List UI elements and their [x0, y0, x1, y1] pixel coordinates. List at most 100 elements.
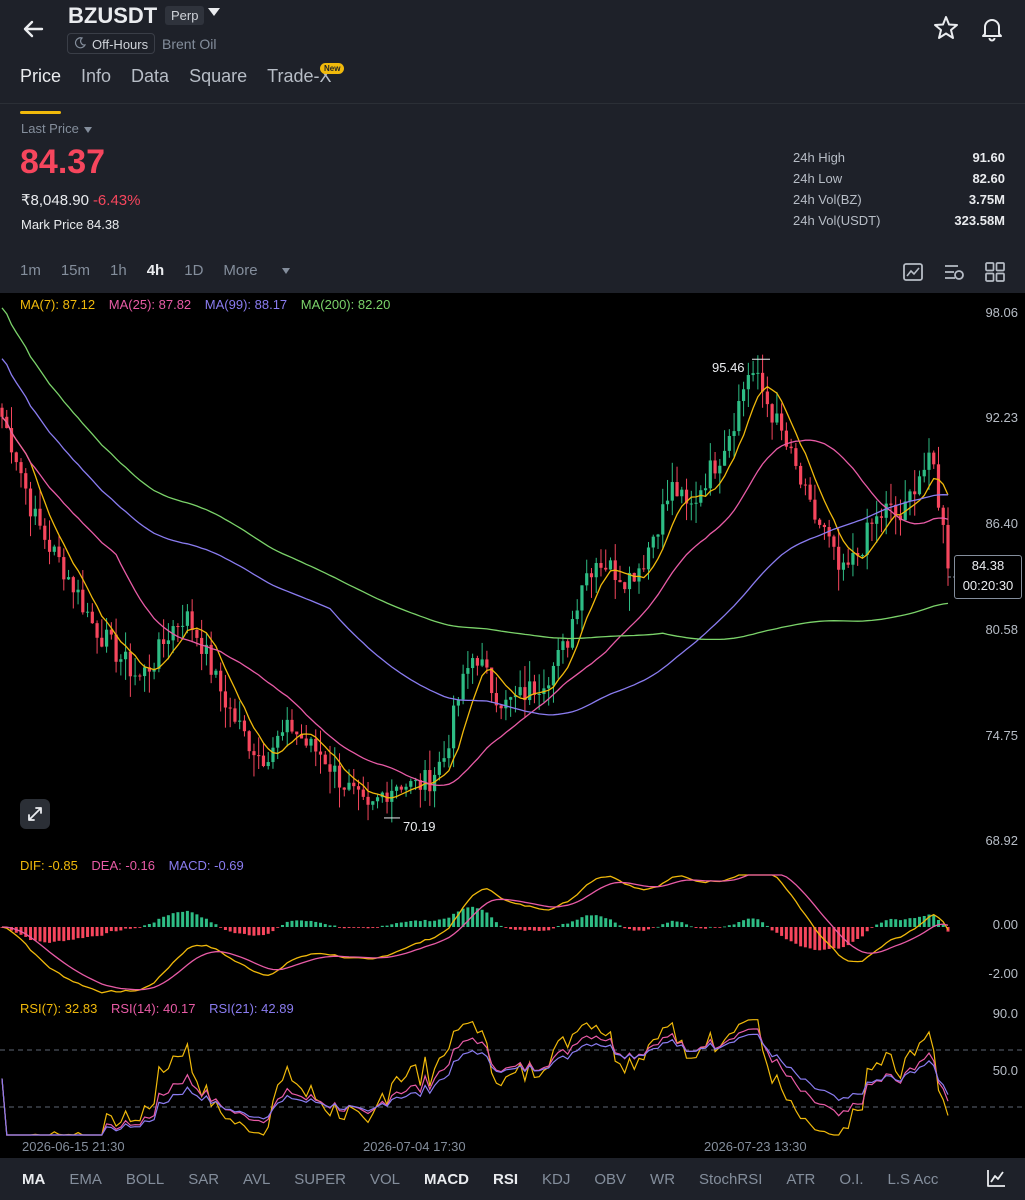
candle-body — [352, 782, 356, 787]
candle-body — [713, 460, 717, 474]
tab-square[interactable]: Square — [189, 66, 248, 86]
macd-bar — [784, 927, 788, 940]
macd-bar — [732, 924, 736, 927]
macd-bar — [746, 918, 750, 927]
candle-body — [447, 748, 451, 759]
macd-bar — [385, 925, 389, 927]
indicator-avl[interactable]: AVL — [243, 1170, 271, 1188]
tab-data[interactable]: Data — [131, 66, 170, 86]
back-arrow-icon[interactable] — [18, 14, 48, 44]
macd-bar — [618, 925, 622, 927]
expand-icon — [28, 807, 42, 821]
indicator-vol[interactable]: VOL — [369, 1170, 400, 1188]
macd-bar — [627, 927, 631, 930]
timeframe-1d[interactable]: 1D — [184, 262, 204, 279]
tab-trade-x[interactable]: Trade-X — [267, 66, 332, 86]
macd-bar — [390, 924, 394, 927]
symbol-dropdown-icon[interactable] — [208, 8, 220, 16]
timeframe-4h[interactable]: 4h — [146, 262, 165, 279]
macd-bar — [171, 913, 175, 927]
indicator-ma[interactable]: MA — [22, 1170, 46, 1188]
tab-info[interactable]: Info — [81, 66, 112, 86]
layout-grid-icon[interactable] — [984, 261, 1006, 283]
price-inr-line: ₹8,048.90 -6.43% — [21, 191, 140, 209]
indicator-oi[interactable]: O.I. — [839, 1170, 864, 1188]
macd-bar — [114, 927, 118, 932]
candle-body — [813, 499, 817, 520]
candle-body — [794, 448, 798, 466]
macd-bar — [623, 927, 627, 929]
candle-body — [157, 639, 161, 669]
candle-body — [247, 731, 251, 752]
macd-bar — [48, 927, 52, 943]
indicator-stochrsi[interactable]: StochRSI — [699, 1170, 763, 1188]
macd-bar — [219, 927, 223, 928]
macd-bar — [238, 927, 242, 934]
timeframe-15m[interactable]: 15m — [60, 262, 91, 279]
candle-body — [832, 536, 836, 547]
indicator-super[interactable]: SUPER — [294, 1170, 346, 1188]
timeframe-more[interactable]: More — [223, 262, 309, 279]
candle-body — [38, 508, 42, 526]
candle-body — [214, 670, 218, 675]
candle-body — [361, 789, 365, 797]
candle-body — [461, 673, 465, 700]
macd-bar — [604, 918, 608, 927]
chart-settings-icon[interactable] — [943, 261, 965, 283]
indicator-wr[interactable]: WR — [650, 1170, 676, 1188]
last-price-selector[interactable]: Last Price — [21, 121, 92, 136]
indicator-obv[interactable]: OBV — [594, 1170, 627, 1188]
ma25-line — [1, 416, 949, 787]
macd-bar — [342, 927, 346, 929]
dif-line — [1, 874, 949, 994]
indicator-ema[interactable]: EMA — [69, 1170, 102, 1188]
macd-bar — [242, 927, 246, 934]
timeframe-1m[interactable]: 1m — [20, 262, 41, 279]
macd-bar — [580, 917, 584, 927]
chart-picture-icon[interactable] — [902, 261, 924, 283]
indicator-macd[interactable]: MACD — [424, 1170, 469, 1188]
candle-body — [618, 580, 622, 583]
indicator-boll[interactable]: BOLL — [125, 1170, 165, 1188]
symbol-title[interactable]: BZUSDT — [68, 3, 158, 28]
candle-body — [394, 786, 399, 791]
price-axis-tick: 74.75 — [985, 728, 1018, 743]
macd-bar — [941, 924, 945, 927]
indicator-kdj[interactable]: KDJ — [542, 1170, 571, 1188]
macd-bar — [642, 927, 646, 931]
candle-body — [490, 667, 494, 694]
macd-bar — [266, 927, 270, 934]
macd-bar — [166, 915, 170, 927]
ma-legend: MA(7): 87.12 MA(25): 87.82 MA(99): 88.17… — [20, 297, 400, 312]
bell-icon[interactable] — [978, 14, 1006, 42]
macd-bar — [333, 925, 337, 927]
timeframe-1h[interactable]: 1h — [110, 262, 127, 279]
expand-chart-button[interactable] — [20, 799, 50, 829]
tab-price[interactable]: Price — [20, 66, 62, 114]
candle-body — [789, 446, 793, 449]
candle-body — [599, 563, 603, 568]
ma200-line — [1, 307, 949, 641]
candle-body — [128, 651, 132, 677]
indicator-ls-acc[interactable]: L.S Acc — [887, 1170, 939, 1188]
indicator-atr[interactable]: ATR — [786, 1170, 816, 1188]
indicator-rsi[interactable]: RSI — [493, 1170, 519, 1188]
macd-bar — [756, 919, 760, 927]
macd-bar — [133, 927, 137, 929]
macd-bar — [765, 925, 769, 927]
moon-icon — [74, 37, 86, 49]
macd-bar — [380, 925, 384, 927]
macd-bar — [561, 923, 565, 927]
macd-bar — [409, 920, 413, 927]
indicator-chart-icon[interactable] — [985, 1167, 1007, 1189]
macd-axis-tick: -2.00 — [988, 966, 1018, 981]
favorite-star-icon[interactable] — [932, 14, 960, 42]
candle-body — [784, 430, 788, 447]
candle-body — [233, 708, 237, 722]
macd-bar — [742, 920, 746, 927]
macd-bar — [209, 922, 213, 927]
indicator-sar[interactable]: SAR — [188, 1170, 220, 1188]
candlestick-chart[interactable] — [0, 293, 1025, 1158]
candle-body — [699, 490, 703, 503]
candle-body — [837, 546, 841, 570]
